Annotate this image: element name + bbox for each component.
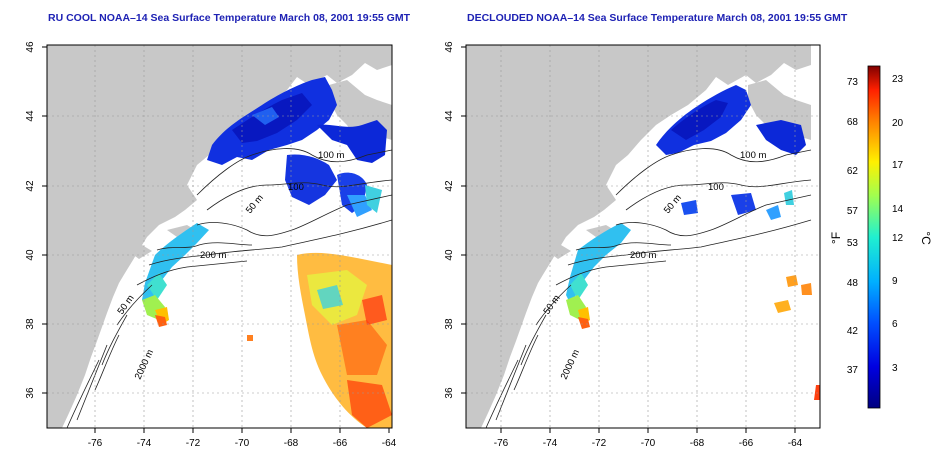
left-contour-label-100m: 100 m	[318, 150, 344, 161]
colorbar-celsius-label: °C	[919, 231, 933, 245]
left-x-tick-70: -70	[235, 438, 250, 449]
colorbar-f-tick-73: 73	[847, 77, 859, 88]
left-contour-label-200m: 200 m	[200, 250, 226, 261]
left-x-tick-76: -76	[88, 438, 103, 449]
right-contour-label-100: 100	[708, 182, 724, 193]
colorbar-c-tick-12: 12	[892, 233, 904, 244]
right-y-tick-46: 46	[444, 41, 455, 53]
left-x-tick-68: -68	[284, 438, 299, 449]
colorbar-c-tick-20: 20	[892, 118, 904, 129]
right-y-tick-40: 40	[444, 249, 455, 261]
colorbar-c-tick-6: 6	[892, 319, 898, 330]
colorbar-c-tick-9: 9	[892, 276, 898, 287]
left-panel-title: RU COOL NOAA–14 Sea Surface Temperature …	[48, 12, 411, 24]
colorbar-f-tick-37: 37	[847, 365, 859, 376]
right-x-tick-66: -66	[739, 438, 754, 449]
right-map-panel: 100 m 100 50 m 200 m 50 m 2000 m -76 -74…	[444, 41, 821, 449]
left-x-tick-64: -64	[382, 438, 397, 449]
right-x-tick-70: -70	[641, 438, 656, 449]
colorbar-f-tick-57: 57	[847, 206, 859, 217]
left-x-tick-66: -66	[333, 438, 348, 449]
colorbar-c-tick-14: 14	[892, 204, 904, 215]
right-panel-title: DECLOUDED NOAA–14 Sea Surface Temperatur…	[467, 12, 848, 24]
right-x-tick-74: -74	[543, 438, 558, 449]
right-y-tick-44: 44	[444, 110, 455, 122]
temperature-colorbar: 73 68 62 57 53 48 42 37 23 20 17 14 12 9…	[829, 65, 933, 409]
colorbar-c-tick-3: 3	[892, 363, 898, 374]
right-y-tick-42: 42	[444, 180, 455, 192]
left-map-panel: 100 m 100 50 m 200 m 50 m 2000 m -76 -74…	[25, 41, 397, 449]
colorbar-f-tick-42: 42	[847, 326, 859, 337]
colorbar-f-tick-62: 62	[847, 166, 859, 177]
right-x-tick-76: -76	[494, 438, 509, 449]
colorbar-f-tick-68: 68	[847, 117, 859, 128]
right-y-tick-36: 36	[444, 387, 455, 399]
colorbar-c-tick-17: 17	[892, 160, 904, 171]
colorbar-fahrenheit-label: °F	[829, 232, 843, 244]
left-x-tick-74: -74	[137, 438, 152, 449]
left-y-tick-36: 36	[25, 387, 36, 399]
colorbar-gradient	[867, 65, 881, 409]
left-y-tick-40: 40	[25, 249, 36, 261]
colorbar-f-tick-53: 53	[847, 238, 859, 249]
left-y-tick-46: 46	[25, 41, 36, 53]
left-y-tick-38: 38	[25, 318, 36, 330]
left-y-tick-42: 42	[25, 180, 36, 192]
right-x-tick-68: -68	[690, 438, 705, 449]
left-y-tick-44: 44	[25, 110, 36, 122]
right-contour-label-100m: 100 m	[740, 150, 766, 161]
left-contour-label-100: 100	[288, 182, 304, 193]
colorbar-f-tick-48: 48	[847, 278, 859, 289]
right-x-tick-72: -72	[592, 438, 607, 449]
right-x-tick-64: -64	[788, 438, 803, 449]
right-contour-label-200m: 200 m	[630, 250, 656, 261]
right-y-tick-38: 38	[444, 318, 455, 330]
colorbar-c-tick-23: 23	[892, 74, 904, 85]
left-x-tick-72: -72	[186, 438, 201, 449]
